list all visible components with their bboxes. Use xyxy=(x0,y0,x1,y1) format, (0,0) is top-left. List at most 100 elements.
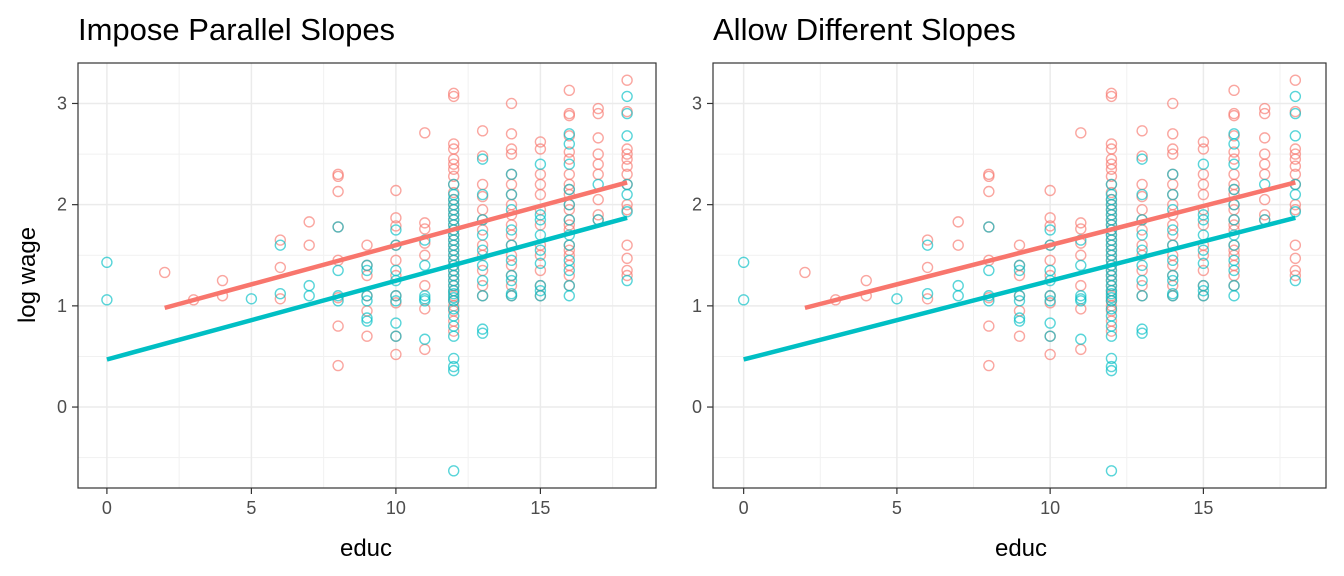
data-point xyxy=(563,146,575,158)
data-point xyxy=(419,333,431,345)
data-point xyxy=(592,209,604,221)
data-point xyxy=(1105,325,1118,337)
data-point xyxy=(592,132,604,144)
left-x-axis-title: educ xyxy=(340,535,392,562)
data-point xyxy=(1289,188,1302,201)
data-point xyxy=(860,274,872,287)
data-point xyxy=(1136,274,1148,287)
data-point xyxy=(1075,333,1087,345)
data-point xyxy=(921,293,934,305)
data-point xyxy=(983,320,995,332)
data-point xyxy=(1136,188,1148,201)
data-point xyxy=(1228,290,1240,302)
data-point xyxy=(563,84,575,97)
data-point xyxy=(1167,274,1179,287)
data-point xyxy=(476,274,489,287)
data-point xyxy=(505,143,518,155)
data-point xyxy=(592,168,604,181)
data-point xyxy=(448,288,460,300)
data-point xyxy=(1228,158,1240,170)
data-point xyxy=(1258,102,1271,115)
data-point xyxy=(448,295,460,307)
data-point xyxy=(274,293,286,305)
data-point xyxy=(448,158,460,170)
data-point xyxy=(983,264,995,277)
data-point xyxy=(361,264,373,277)
data-point xyxy=(448,364,460,377)
data-point xyxy=(534,257,547,270)
data-point xyxy=(1075,127,1087,139)
data-point xyxy=(621,274,633,287)
data-point xyxy=(448,292,460,304)
data-point xyxy=(505,148,518,160)
data-point xyxy=(1044,224,1056,236)
left-chart-title: Impose Parallel Slopes xyxy=(78,12,395,47)
data-point xyxy=(1105,170,1118,183)
data-point xyxy=(419,217,431,229)
data-point xyxy=(448,352,460,365)
data-point xyxy=(1258,193,1271,206)
data-point xyxy=(390,317,402,329)
data-point xyxy=(737,256,750,269)
y-tick-label: 3 xyxy=(57,93,67,113)
data-point xyxy=(1105,87,1118,100)
data-point xyxy=(1258,132,1271,144)
data-point xyxy=(563,158,575,170)
data-point xyxy=(505,168,518,181)
x-tick-label: 10 xyxy=(1040,498,1060,518)
data-point xyxy=(448,360,460,373)
data-point xyxy=(1136,327,1148,339)
data-point xyxy=(476,150,489,162)
data-point xyxy=(563,290,575,302)
data-point xyxy=(361,239,373,251)
data-point xyxy=(419,223,431,235)
data-point xyxy=(303,279,315,292)
data-point xyxy=(621,252,633,264)
data-point xyxy=(303,239,315,251)
data-point xyxy=(1013,259,1026,272)
data-point xyxy=(1167,290,1179,302)
data-point xyxy=(1167,143,1179,155)
data-point xyxy=(1105,138,1118,150)
data-point xyxy=(1197,290,1210,302)
data-point xyxy=(1258,107,1271,120)
data-point xyxy=(101,294,113,306)
x-tick-label: 5 xyxy=(246,498,256,518)
data-point xyxy=(952,279,964,292)
data-point xyxy=(390,184,402,197)
y-tick-label: 1 xyxy=(57,296,67,316)
data-point xyxy=(505,274,518,287)
data-point xyxy=(390,330,402,342)
data-point xyxy=(1197,257,1210,270)
data-point xyxy=(1289,239,1302,251)
data-point xyxy=(1044,184,1056,197)
data-point xyxy=(1167,178,1179,191)
data-point xyxy=(1228,146,1240,158)
data-point xyxy=(1258,158,1271,170)
data-point xyxy=(983,185,995,198)
data-point xyxy=(891,293,903,305)
data-point xyxy=(534,214,547,226)
right-plot-panel: 0 5 10 15 0 1 2 3 xyxy=(692,62,1327,518)
data-point xyxy=(921,288,934,300)
data-point xyxy=(476,125,489,137)
data-point xyxy=(505,224,518,236)
data-point xyxy=(1289,148,1302,160)
data-point xyxy=(1197,209,1210,221)
data-point xyxy=(983,170,995,183)
data-point xyxy=(1289,74,1302,86)
data-point xyxy=(1105,292,1118,304)
panel-border xyxy=(712,62,1327,489)
data-point xyxy=(1044,295,1056,307)
data-point xyxy=(1075,217,1087,229)
data-point xyxy=(621,130,633,142)
data-point xyxy=(1105,364,1118,377)
data-point xyxy=(1105,90,1118,103)
data-point xyxy=(1228,109,1240,122)
data-point xyxy=(1258,168,1271,181)
data-point xyxy=(274,234,286,246)
data-point xyxy=(1167,188,1179,201)
data-point xyxy=(1136,178,1148,191)
data-point xyxy=(505,290,518,302)
